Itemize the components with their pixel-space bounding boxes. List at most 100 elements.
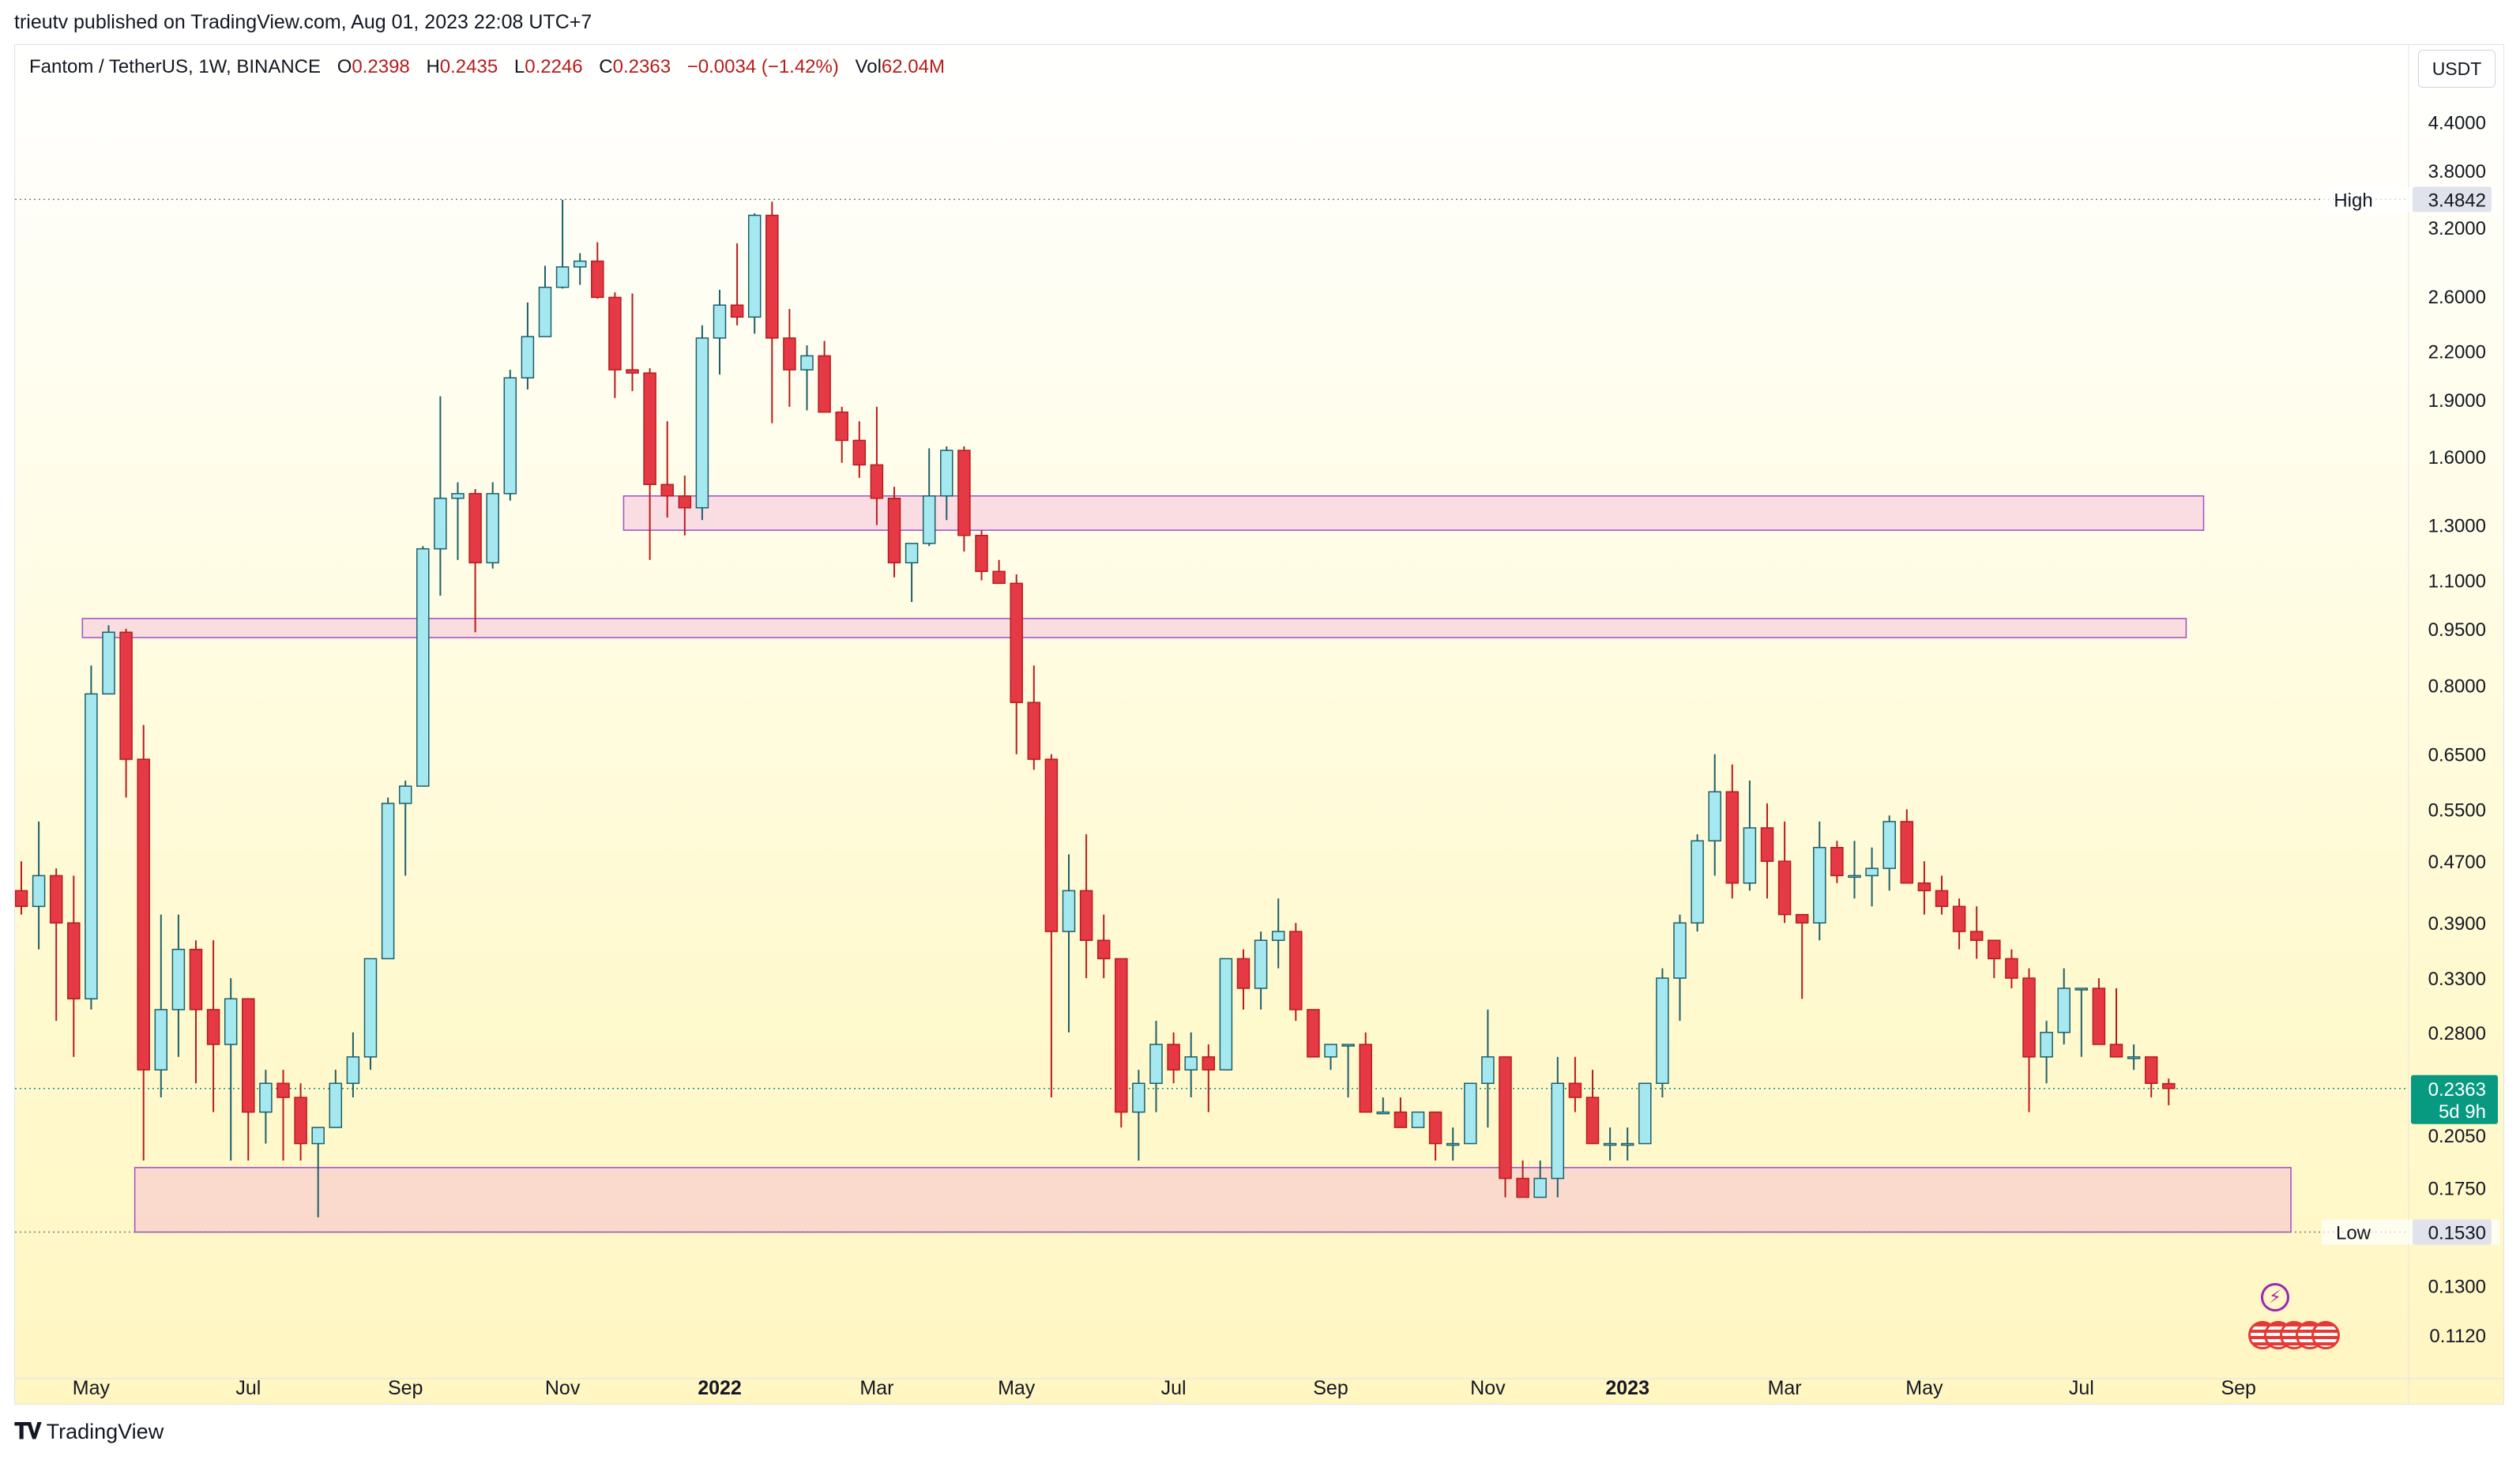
candle bbox=[783, 309, 796, 407]
candle-body-up bbox=[32, 875, 46, 908]
candle-body-down bbox=[468, 493, 482, 564]
candle-body-down bbox=[887, 497, 901, 564]
chart-area[interactable]: 4.4000 3.8000 3.2000 2.6000 2.2000 1.9000 1.60… bbox=[14, 44, 2504, 1405]
candle-body-down bbox=[242, 998, 255, 1113]
candle-body-up bbox=[1882, 821, 1896, 869]
candle bbox=[1969, 906, 1984, 959]
y-tick-label: 2.6000 bbox=[2428, 287, 2486, 308]
candle bbox=[2092, 978, 2106, 1045]
y-tick-label: 2.2000 bbox=[2428, 342, 2486, 363]
candle bbox=[975, 530, 988, 581]
publisher-line: trieutv published on TradingView.com, Au… bbox=[14, 11, 592, 33]
candle-body-down bbox=[2109, 1044, 2123, 1058]
candle bbox=[608, 292, 622, 398]
candle-body-up bbox=[713, 304, 727, 339]
candle-body-down bbox=[1516, 1177, 1529, 1198]
candle-body-down bbox=[1795, 913, 1809, 924]
us-flag-icon[interactable] bbox=[2311, 1321, 2340, 1349]
candle bbox=[591, 242, 604, 299]
candle bbox=[1271, 898, 1285, 969]
candle-body-down bbox=[1568, 1082, 1582, 1098]
brand-name: TradingView bbox=[46, 1420, 164, 1443]
candle bbox=[171, 914, 186, 1057]
y-tick-label: 1.6000 bbox=[2428, 447, 2486, 468]
candle bbox=[2162, 1078, 2176, 1105]
bar-countdown: 5d 9h bbox=[2439, 1101, 2486, 1123]
candle-body-up bbox=[1324, 1044, 1337, 1058]
candle bbox=[573, 253, 587, 285]
symbol-legend: Fantom / TetherUS, 1W, BINANCE O0.2398 H… bbox=[29, 56, 956, 78]
volume-label: Vol bbox=[855, 56, 882, 77]
lightning-icon[interactable]: ⚡︎ bbox=[2261, 1283, 2289, 1311]
candle bbox=[1673, 914, 1687, 1022]
candle-body-down bbox=[137, 758, 150, 1071]
candle-body-down bbox=[1428, 1111, 1442, 1145]
symbol-title[interactable]: Fantom / TetherUS, 1W, BINANCE bbox=[29, 56, 322, 77]
candle-body-up bbox=[1411, 1111, 1425, 1128]
candle-body-up bbox=[416, 548, 430, 787]
candle-body-down bbox=[626, 369, 639, 374]
candle-body-up bbox=[486, 493, 499, 564]
candle bbox=[2005, 949, 2018, 988]
candle bbox=[1516, 1160, 1529, 1198]
candle-body-up bbox=[2127, 1056, 2141, 1059]
tradingview-logo[interactable]: 𝐓𝐕 TradingView bbox=[14, 1419, 164, 1445]
y-tick-label: 4.4000 bbox=[2428, 113, 2486, 134]
volume-value: 62.04M bbox=[881, 56, 945, 77]
candle bbox=[363, 958, 378, 1071]
candle bbox=[1341, 1044, 1355, 1098]
x-tick-label: 2023 bbox=[1605, 1377, 1649, 1399]
candle-body-down bbox=[119, 631, 133, 760]
candle bbox=[416, 546, 430, 787]
candle-body-up bbox=[1603, 1142, 1617, 1146]
x-tick-label: May bbox=[73, 1377, 111, 1399]
candle bbox=[451, 482, 465, 560]
x-tick-label: Mar bbox=[859, 1377, 893, 1399]
y-tick-label: 0.9500 bbox=[2428, 619, 2486, 641]
candle bbox=[1167, 1032, 1180, 1084]
y-tick-label: 0.1120 bbox=[2429, 1326, 2486, 1347]
candle bbox=[521, 302, 535, 389]
x-tick-label: 2022 bbox=[698, 1377, 742, 1399]
candle-body-down bbox=[1289, 931, 1303, 1010]
candle bbox=[1620, 1127, 1634, 1161]
x-tick-label: Jul bbox=[1161, 1377, 1187, 1399]
candle-body-up bbox=[1533, 1177, 1547, 1198]
candle bbox=[1813, 821, 1826, 941]
candle-body-down bbox=[591, 260, 604, 299]
candle-body-down bbox=[1202, 1056, 1216, 1071]
candle bbox=[1656, 968, 1669, 1098]
candle-body-down bbox=[1307, 1009, 1320, 1058]
candle bbox=[1708, 754, 1721, 876]
candlestick-chart[interactable]: 4.4000 3.8000 3.2000 2.6000 2.2000 1.9000 1.60… bbox=[15, 45, 2503, 1404]
candle-body-down bbox=[1969, 931, 1984, 941]
candle bbox=[311, 1127, 325, 1217]
candle bbox=[154, 914, 168, 1098]
candle-body-down bbox=[206, 1009, 220, 1045]
candle-body-down bbox=[1917, 882, 1931, 892]
tradingview-logo-icon: 𝐓𝐕 bbox=[14, 1419, 42, 1443]
candle bbox=[2022, 968, 2036, 1112]
candle-body-down bbox=[852, 439, 867, 466]
candle bbox=[713, 289, 727, 375]
candle-body-up bbox=[329, 1082, 343, 1128]
candle bbox=[32, 821, 46, 950]
open-value: 0.2398 bbox=[352, 56, 410, 77]
y-tick-label: 0.4700 bbox=[2428, 852, 2486, 873]
candle bbox=[870, 406, 884, 525]
candle bbox=[1096, 914, 1111, 979]
candle bbox=[1184, 1032, 1198, 1098]
candle-body-up bbox=[2057, 988, 2071, 1033]
candle bbox=[2144, 1056, 2158, 1098]
candle bbox=[1132, 1070, 1145, 1161]
currency-button[interactable]: USDT bbox=[2418, 50, 2496, 88]
candle-body-down bbox=[1044, 758, 1059, 932]
candle bbox=[555, 199, 570, 289]
economic-events[interactable] bbox=[2248, 1321, 2359, 1353]
candle-body-down bbox=[1236, 958, 1251, 989]
candle bbox=[992, 559, 1006, 585]
candle bbox=[329, 1070, 343, 1128]
candle bbox=[2074, 988, 2089, 1057]
candle bbox=[1760, 803, 1774, 899]
candle-body-down bbox=[2162, 1082, 2176, 1089]
